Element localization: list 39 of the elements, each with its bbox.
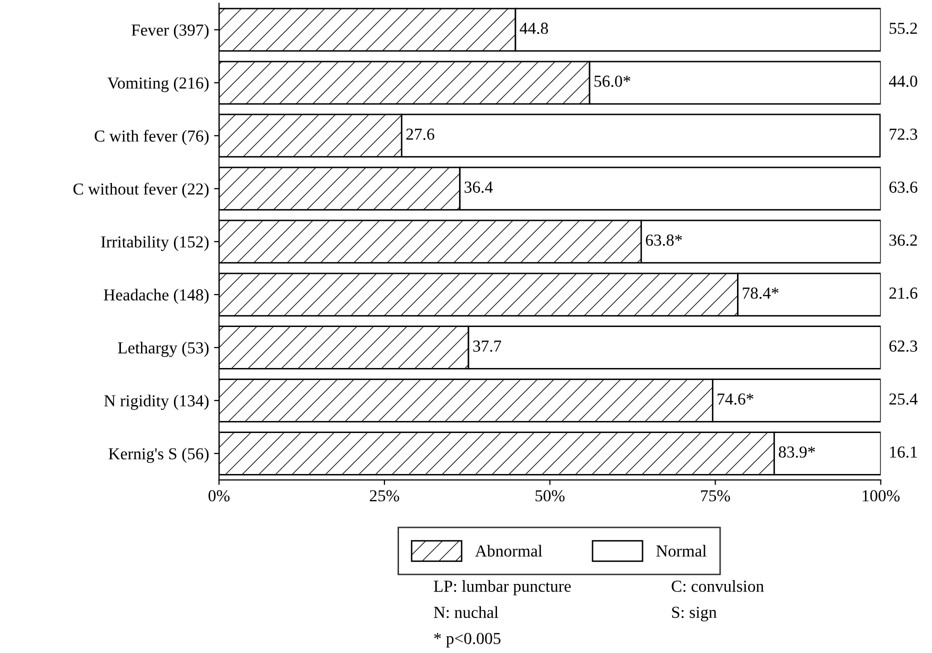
- data-label: 56.0*: [594, 76, 630, 87]
- y-tick-label: Kernig's S (56): [108, 448, 209, 463]
- data-label: 21.6: [889, 288, 918, 299]
- legend-label: Abnormal: [475, 544, 542, 557]
- text: C: convulsion: [672, 580, 764, 592]
- data-label: 27.6: [406, 128, 434, 140]
- data-label: 36.4: [464, 182, 493, 193]
- data-label: 25.4: [889, 393, 918, 405]
- data-label: 78.4*: [742, 288, 778, 299]
- text: LP: lumbar puncture: [434, 580, 571, 596]
- y-tick-label: Fever (397): [132, 24, 209, 40]
- data-label: 16.1: [890, 446, 917, 458]
- data-label: 72.3: [890, 128, 918, 140]
- x-tick-label: 25%: [370, 490, 400, 502]
- y-tick-label: N rigidity (134): [104, 394, 209, 410]
- x-tick-label: 50%: [536, 490, 565, 502]
- y-tick-label: C with fever (76): [94, 130, 209, 146]
- y-tick-label: Irritability (152): [101, 236, 209, 251]
- x-tick-label: 0%: [208, 490, 230, 502]
- data-label: 63.6: [889, 182, 918, 193]
- data-label: 74.6*: [718, 393, 754, 405]
- data-label: 83.9*: [778, 446, 815, 458]
- y-tick-label: C without fever (22): [73, 182, 209, 198]
- data-label: 62.3: [889, 340, 918, 352]
- data-label: 55.2: [890, 22, 917, 34]
- data-label: 37.7: [473, 340, 502, 352]
- data-label: 44.8: [520, 22, 548, 34]
- y-tick-label: Headache (148): [104, 288, 209, 304]
- x-tick-label: 100%: [862, 490, 900, 502]
- y-tick-label: Vomiting (216): [107, 76, 209, 92]
- legend-label: Normal: [656, 544, 706, 557]
- text: * p<0.005: [434, 632, 500, 648]
- y-tick-label: Lethargy (53): [118, 342, 209, 357]
- text: N: nuchal: [434, 606, 498, 618]
- data-label: 44.0: [889, 76, 918, 87]
- x-tick-label: 75%: [701, 490, 730, 502]
- text: S: sign: [672, 606, 717, 622]
- data-label: 63.8*: [646, 234, 682, 246]
- data-label: 36.2: [889, 234, 917, 246]
